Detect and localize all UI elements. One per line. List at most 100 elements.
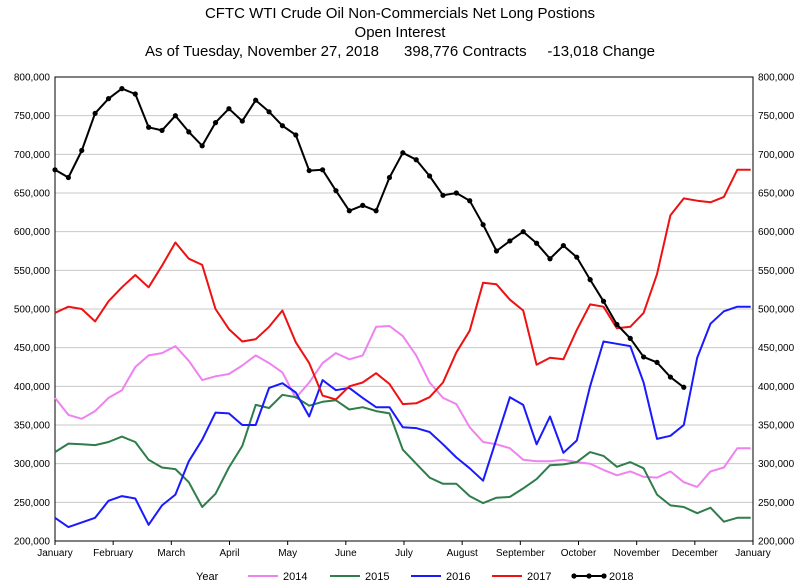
data-point-2018 xyxy=(92,110,98,116)
x-tick-label: October xyxy=(561,548,597,559)
legend-item-2017: 2017 xyxy=(492,571,551,583)
data-point-2018 xyxy=(574,254,580,260)
legend-item-2014: 2014 xyxy=(248,571,307,583)
legend-marker xyxy=(571,573,577,579)
x-tick-label: March xyxy=(157,548,185,559)
data-point-2018 xyxy=(507,238,513,244)
y-tick-label-right: 550,000 xyxy=(758,266,795,277)
x-tick-label: January xyxy=(735,548,771,559)
data-point-2018 xyxy=(105,96,112,102)
y-tick-label-left: 600,000 xyxy=(14,227,51,238)
data-point-2018 xyxy=(400,150,406,156)
data-point-2018 xyxy=(346,208,352,214)
series-2015 xyxy=(54,393,751,523)
legend-item-2016: 2016 xyxy=(411,571,470,583)
data-point-2018 xyxy=(534,240,540,246)
data-point-2018 xyxy=(319,167,326,173)
x-tick-label: November xyxy=(614,548,661,559)
data-point-2018 xyxy=(306,167,312,174)
y-tick-label-left: 550,000 xyxy=(14,266,51,277)
chart-title: CFTC WTI Crude Oil Non-Commercials Net L… xyxy=(0,4,800,61)
data-point-2018 xyxy=(654,359,660,365)
data-point-2018 xyxy=(373,208,379,214)
legend-label: 2015 xyxy=(365,571,389,583)
y-tick-label-left: 800,000 xyxy=(14,73,51,84)
data-point-2018 xyxy=(293,132,299,138)
y-tick-label-right: 400,000 xyxy=(758,382,795,393)
data-point-2018 xyxy=(386,174,393,181)
series-2018 xyxy=(52,86,687,390)
data-point-2018 xyxy=(440,192,446,198)
x-tick-label: May xyxy=(278,548,297,559)
data-point-2018 xyxy=(333,188,339,194)
y-tick-label-left: 750,000 xyxy=(14,111,51,122)
series-layer xyxy=(52,86,751,529)
y-tick-label-right: 350,000 xyxy=(758,421,795,432)
data-point-2018 xyxy=(279,123,286,129)
y-tick-label-left: 300,000 xyxy=(14,459,51,470)
x-tick-label: August xyxy=(447,548,478,559)
data-point-2018 xyxy=(641,354,647,360)
data-point-2018 xyxy=(681,384,687,390)
x-tick-label: February xyxy=(93,548,133,559)
data-point-2018 xyxy=(520,229,526,235)
data-point-2018 xyxy=(667,374,674,380)
y-axis-right: 200,000 250,000 300,000 350,000 400,000 450,0… xyxy=(758,73,795,548)
series-2016 xyxy=(54,305,751,529)
series-2014 xyxy=(54,325,751,488)
legend: Year 2014 2015 2016 2017 2018 xyxy=(196,571,633,583)
y-tick-label-left: 200,000 xyxy=(14,537,51,548)
y-tick-label-right: 600,000 xyxy=(758,227,795,238)
y-tick-label-right: 200,000 xyxy=(758,537,795,548)
y-axis-left: 200,000 250,000 300,000 350,000 400,000 450,0… xyxy=(14,73,51,548)
y-tick-label-right: 450,000 xyxy=(758,343,795,354)
data-point-2018 xyxy=(79,147,85,154)
data-point-2018 xyxy=(186,129,192,135)
data-point-2018 xyxy=(212,120,219,126)
data-point-2018 xyxy=(239,118,245,124)
x-tick-label: June xyxy=(335,548,357,559)
data-point-2018 xyxy=(547,256,553,262)
data-point-2018 xyxy=(266,109,272,115)
data-point-2018 xyxy=(614,321,620,328)
y-tick-label-left: 650,000 xyxy=(14,189,51,200)
data-point-2018 xyxy=(426,173,433,179)
y-tick-label-left: 350,000 xyxy=(14,421,51,432)
data-point-2018 xyxy=(172,113,179,119)
x-tick-label: December xyxy=(672,548,719,559)
chart-title-line-2: Open Interest xyxy=(354,24,446,41)
x-axis: January February March April May June July Augu… xyxy=(37,541,771,559)
y-tick-label-left: 500,000 xyxy=(14,305,51,316)
legend-marker xyxy=(601,573,607,579)
legend-label: 2016 xyxy=(446,571,470,583)
x-tick-label: January xyxy=(37,548,73,559)
x-tick-label: July xyxy=(395,548,413,559)
data-point-2018 xyxy=(360,202,366,208)
y-tick-label-left: 400,000 xyxy=(14,382,51,393)
data-point-2018 xyxy=(119,86,125,92)
legend-item-2018: 2018 xyxy=(571,571,633,583)
data-point-2018 xyxy=(480,222,486,228)
series-line-2014 xyxy=(54,325,751,488)
data-point-2018 xyxy=(253,97,259,103)
legend-title: Year xyxy=(196,571,219,583)
data-point-2018 xyxy=(226,106,232,112)
grid-lines xyxy=(55,76,753,542)
y-tick-label-right: 250,000 xyxy=(758,498,795,509)
legend-item-2015: 2015 xyxy=(330,571,389,583)
data-point-2018 xyxy=(560,242,566,249)
series-line-2016 xyxy=(54,305,751,529)
legend-label: 2018 xyxy=(609,571,633,583)
data-point-2018 xyxy=(199,143,205,149)
y-tick-label-right: 800,000 xyxy=(758,73,795,84)
data-point-2018 xyxy=(467,198,473,204)
data-point-2018 xyxy=(493,248,500,254)
chart-title-line-1: CFTC WTI Crude Oil Non-Commercials Net L… xyxy=(204,5,596,22)
legend-label: 2017 xyxy=(527,571,551,583)
x-tick-label: September xyxy=(496,548,546,559)
legend-marker xyxy=(586,573,592,579)
data-point-2018 xyxy=(159,127,165,133)
y-tick-label-left: 450,000 xyxy=(14,343,51,354)
data-point-2018 xyxy=(587,277,593,283)
y-tick-label-right: 500,000 xyxy=(758,305,795,316)
